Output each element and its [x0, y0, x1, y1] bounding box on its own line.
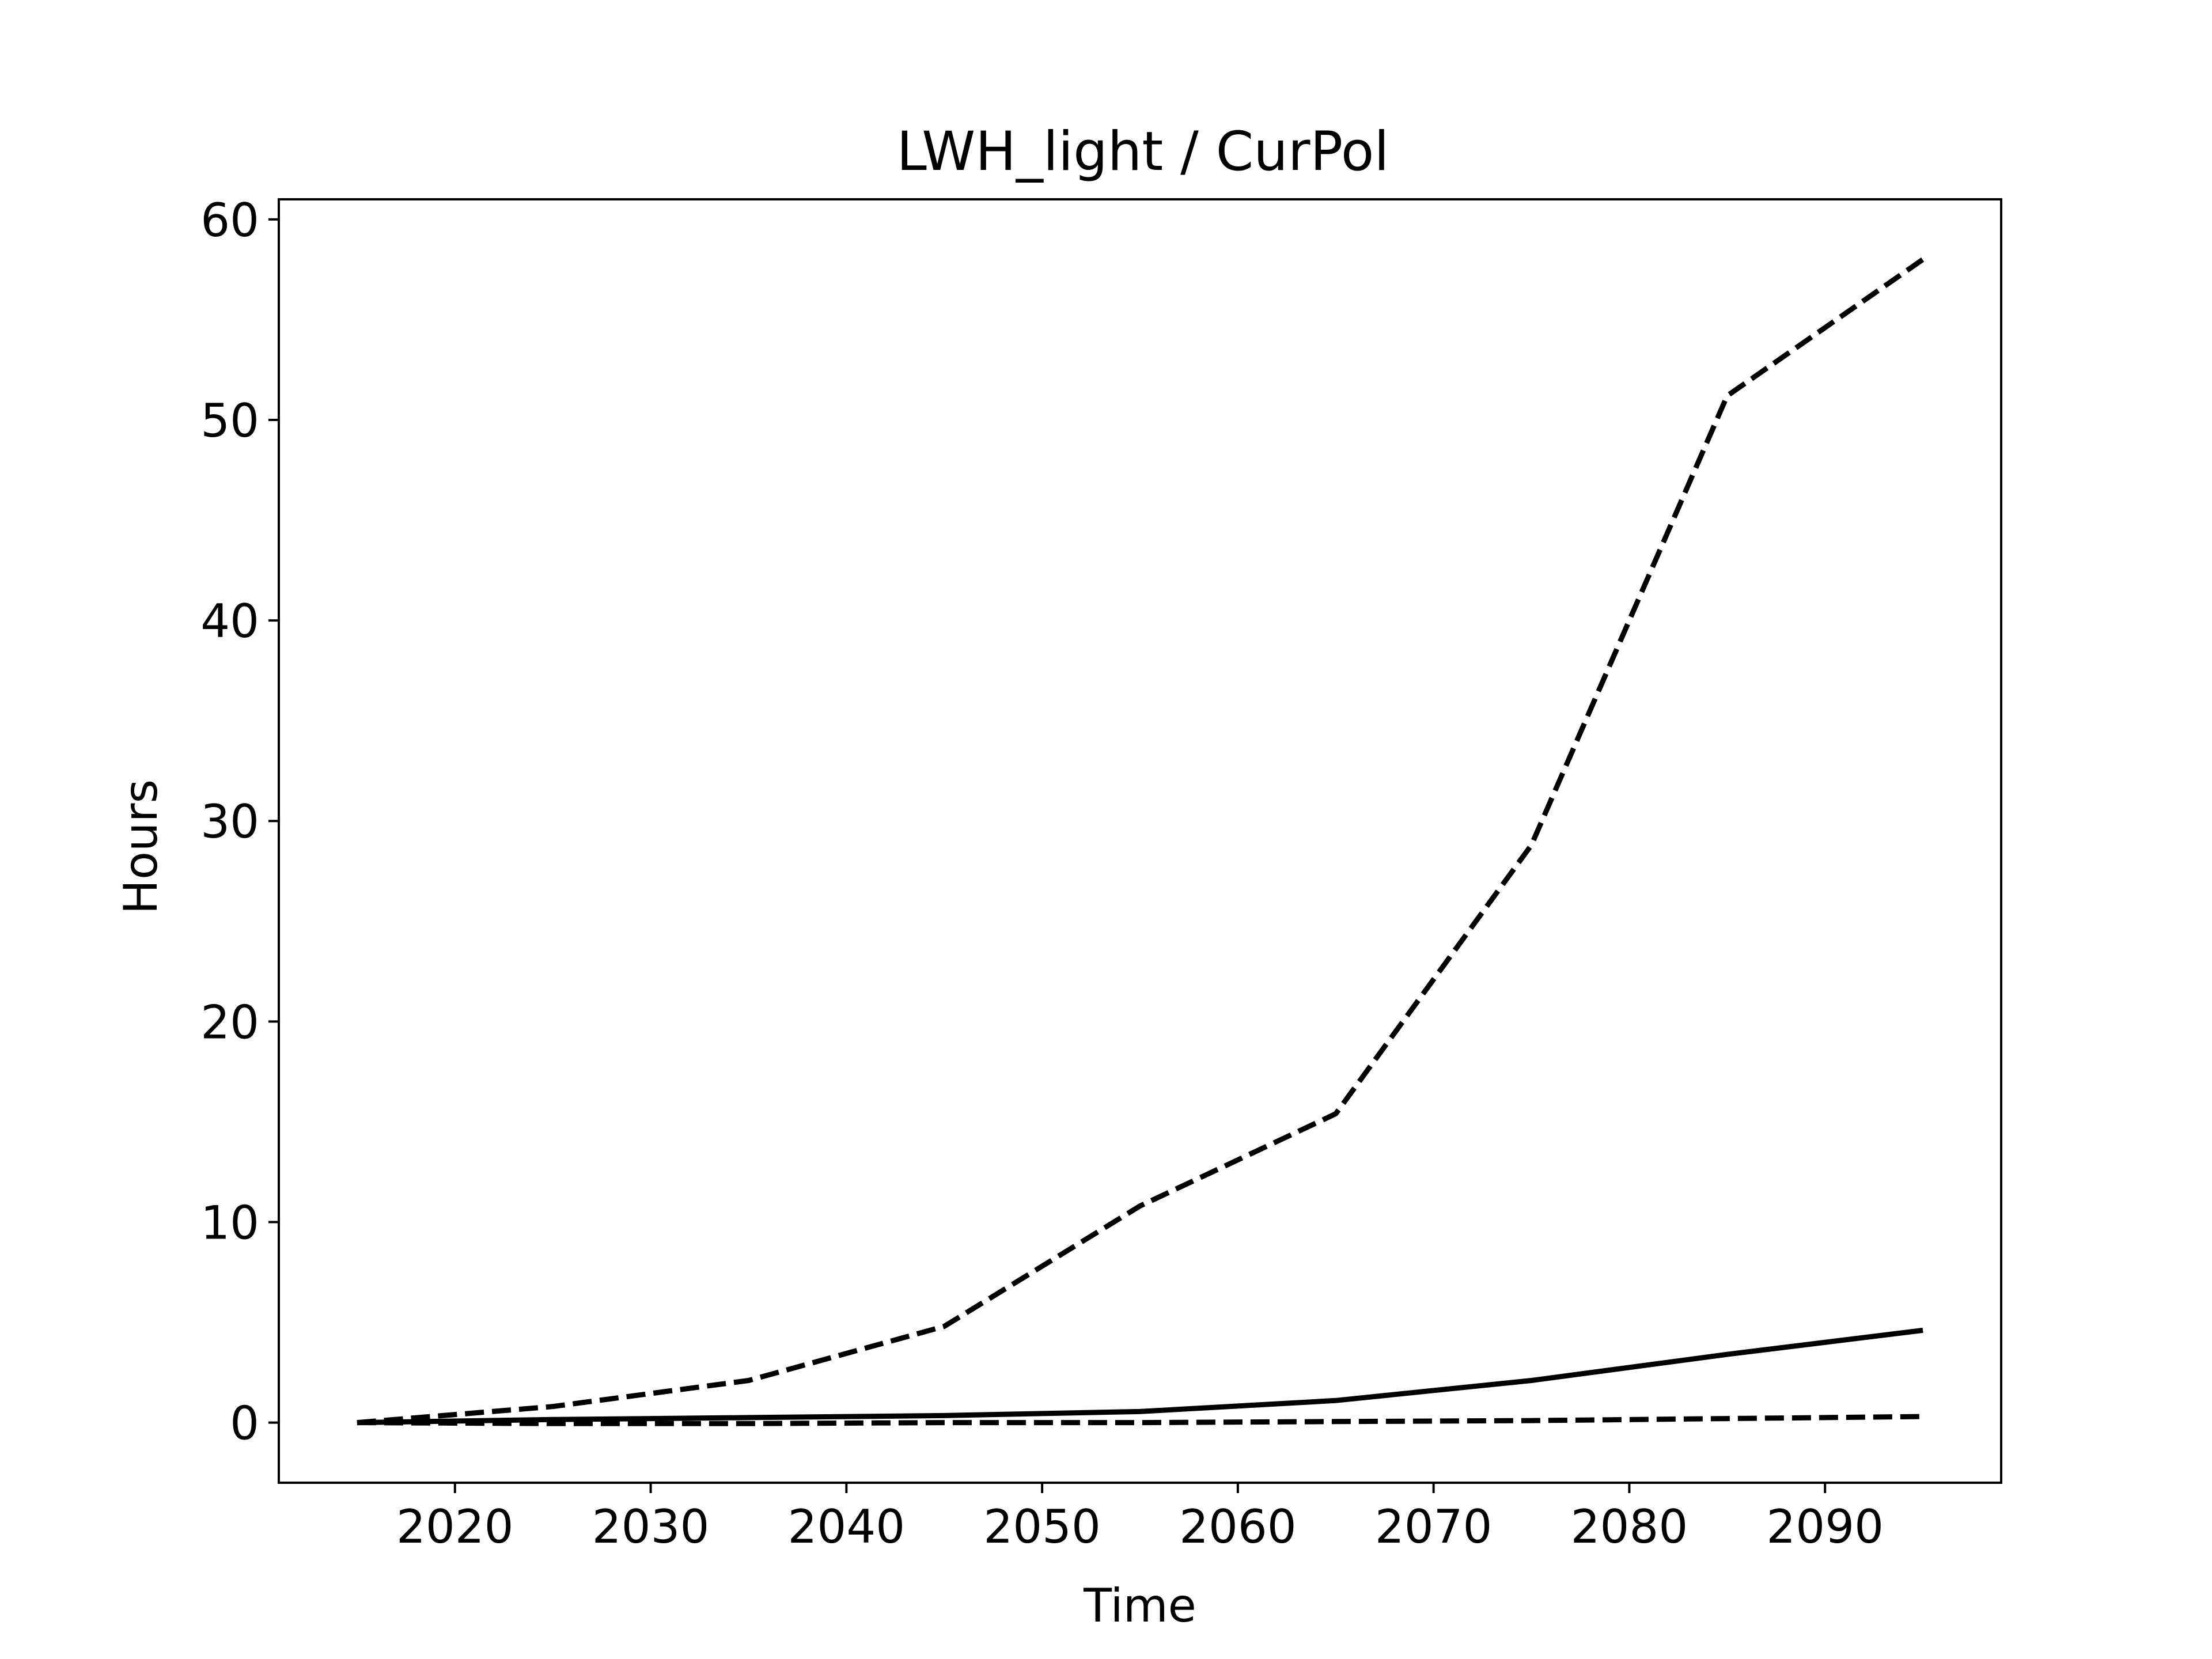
plot-area: [278, 198, 2002, 1484]
series-line-2: [357, 1327, 1923, 1426]
y-axis-label: Hours: [114, 779, 168, 914]
series-line-1: [357, 257, 1925, 1426]
x-axis: 2020 2030 2040 2050 2060 2070 2080 2090: [396, 1483, 1884, 1554]
x-tick-label: 2040: [788, 1500, 906, 1554]
chart-title: LWH_light / CurPol: [897, 120, 1389, 183]
x-tick-label: 2060: [1179, 1500, 1297, 1554]
x-tick-label: 2020: [396, 1500, 514, 1554]
x-tick-label: 2050: [983, 1500, 1101, 1554]
y-tick-label: 60: [200, 194, 259, 247]
y-tick-label: 50: [200, 394, 259, 448]
y-tick-label: 30: [200, 795, 259, 849]
y-tick-label: 10: [200, 1196, 259, 1249]
y-tick-label: 0: [230, 1397, 259, 1450]
y-axis: 0 10 20 30 40 50 60: [200, 194, 279, 1450]
y-tick-label: 20: [200, 995, 259, 1049]
y-tick-label: 40: [200, 594, 259, 648]
series-group: [357, 257, 1925, 1426]
x-tick-label: 2080: [1571, 1500, 1688, 1554]
x-tick-label: 2090: [1766, 1500, 1884, 1554]
x-axis-label: Time: [1083, 1579, 1196, 1633]
x-tick-label: 2030: [592, 1500, 710, 1554]
series-line-3: [357, 1414, 1923, 1426]
x-tick-label: 2070: [1375, 1500, 1493, 1554]
